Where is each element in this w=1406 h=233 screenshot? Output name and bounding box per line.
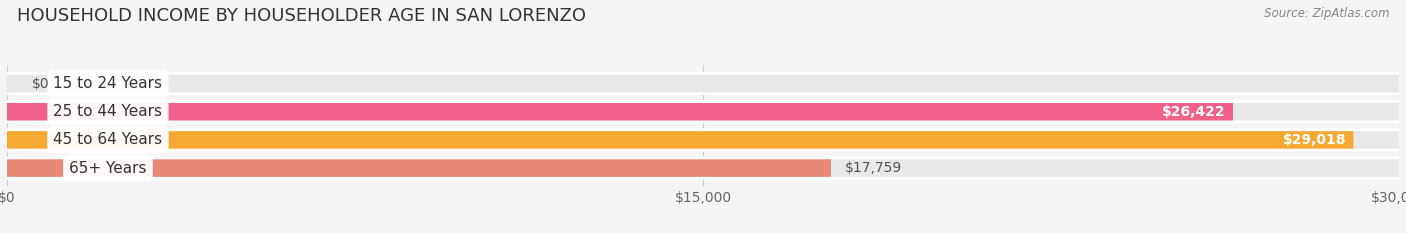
FancyBboxPatch shape bbox=[7, 75, 1399, 92]
FancyBboxPatch shape bbox=[7, 131, 1354, 149]
Text: $17,759: $17,759 bbox=[845, 161, 903, 175]
Text: 25 to 44 Years: 25 to 44 Years bbox=[53, 104, 163, 119]
Text: $0: $0 bbox=[32, 77, 49, 91]
Text: HOUSEHOLD INCOME BY HOUSEHOLDER AGE IN SAN LORENZO: HOUSEHOLD INCOME BY HOUSEHOLDER AGE IN S… bbox=[17, 7, 586, 25]
FancyBboxPatch shape bbox=[7, 72, 1399, 95]
FancyBboxPatch shape bbox=[7, 103, 1233, 120]
FancyBboxPatch shape bbox=[7, 128, 1399, 151]
Text: $26,422: $26,422 bbox=[1163, 105, 1226, 119]
Text: 45 to 64 Years: 45 to 64 Years bbox=[53, 132, 163, 147]
Text: 15 to 24 Years: 15 to 24 Years bbox=[53, 76, 163, 91]
Text: 65+ Years: 65+ Years bbox=[69, 161, 146, 176]
FancyBboxPatch shape bbox=[7, 159, 1399, 177]
FancyBboxPatch shape bbox=[7, 159, 831, 177]
FancyBboxPatch shape bbox=[7, 131, 1399, 149]
FancyBboxPatch shape bbox=[7, 103, 1399, 120]
FancyBboxPatch shape bbox=[7, 100, 1399, 123]
Text: Source: ZipAtlas.com: Source: ZipAtlas.com bbox=[1264, 7, 1389, 20]
Text: $29,018: $29,018 bbox=[1282, 133, 1347, 147]
FancyBboxPatch shape bbox=[7, 157, 1399, 180]
